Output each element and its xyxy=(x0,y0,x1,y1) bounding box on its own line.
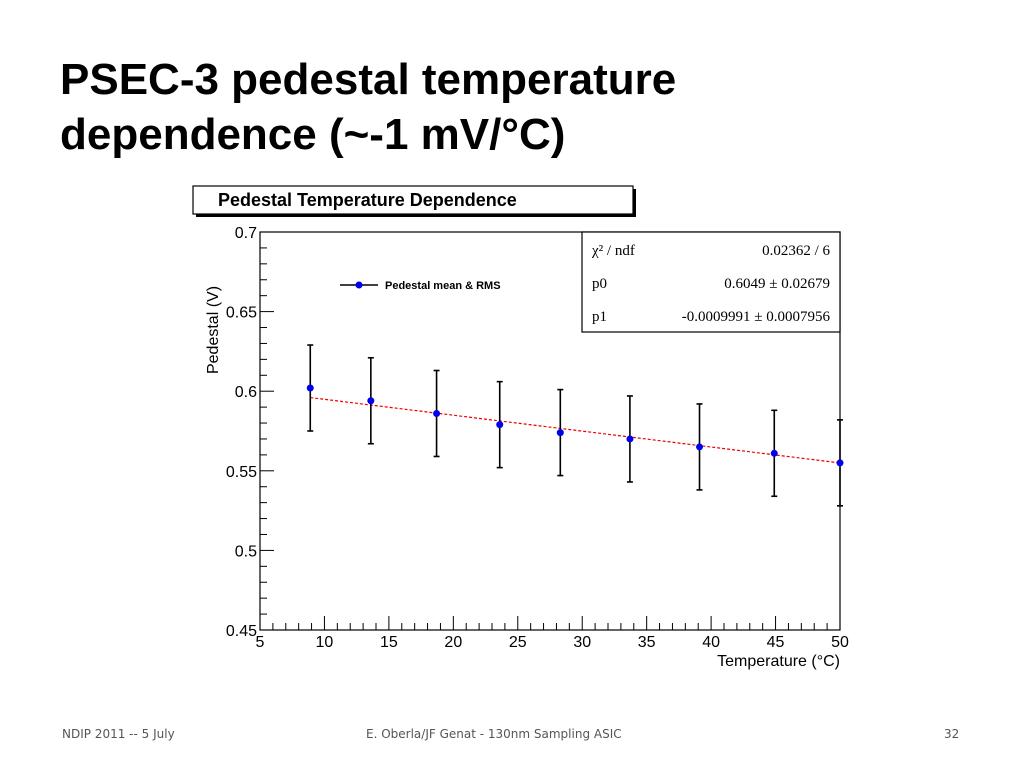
stats-box: χ² / ndf 0.02362 / 6 p0 0.6049 ± 0.02679… xyxy=(581,231,841,333)
legend-marker xyxy=(355,281,363,289)
stats-chi2-value: 0.02362 / 6 xyxy=(762,243,830,259)
x-tick-label: 25 xyxy=(509,634,527,651)
data-point xyxy=(433,409,441,417)
x-tick-label: 45 xyxy=(767,634,785,651)
y-tick-label: 0.7 xyxy=(235,225,257,242)
stats-p1-label: p1 xyxy=(592,309,607,325)
legend: Pedestal mean & RMS xyxy=(340,280,501,292)
data-points-group xyxy=(306,344,844,507)
x-axis: 5 10 15 20 25 30 35 40 45 50 xyxy=(256,616,849,651)
data-point xyxy=(770,449,778,457)
x-tick-label: 30 xyxy=(573,634,591,651)
y-tick-label: 0.6 xyxy=(235,384,257,401)
x-axis-label: Temperature (°C) xyxy=(717,653,840,670)
y-tick-label: 0.5 xyxy=(235,543,257,560)
slide-title-line1: PSEC-3 pedestal temperature xyxy=(60,55,677,104)
data-point xyxy=(556,429,564,437)
data-point xyxy=(367,397,375,405)
footer-center: E. Oberla/JF Genat - 130nm Sampling ASIC xyxy=(366,727,622,741)
x-tick-label: 35 xyxy=(638,634,656,651)
footer-left: NDIP 2011 -- 5 July xyxy=(62,727,175,741)
stats-p1-value: -0.0009991 ± 0.0007956 xyxy=(682,309,831,325)
chart-title: Pedestal Temperature Dependence xyxy=(218,190,517,210)
stats-chi2-label: χ² / ndf xyxy=(591,243,635,259)
x-tick-label: 10 xyxy=(316,634,334,651)
fit-line xyxy=(310,396,841,464)
data-point xyxy=(696,443,704,451)
y-axis-label: Pedestal (V) xyxy=(205,286,222,374)
x-tick-label: 15 xyxy=(380,634,398,651)
y-tick-label: 0.65 xyxy=(226,305,257,322)
x-tick-label: 50 xyxy=(831,634,849,651)
data-point xyxy=(626,435,634,443)
legend-label: Pedestal mean & RMS xyxy=(385,280,501,292)
y-axis: 0.45 0.5 0.55 0.6 0.65 0.7 xyxy=(226,225,274,640)
stats-p0-label: p0 xyxy=(592,276,607,292)
data-point xyxy=(836,459,844,467)
y-tick-label: 0.55 xyxy=(226,464,257,481)
y-tick-label: 0.45 xyxy=(226,623,257,640)
stats-box-frame xyxy=(581,231,841,333)
slide-title: PSEC-3 pedestal temperature dependence (… xyxy=(60,52,960,162)
footer-page-number: 32 xyxy=(944,727,960,741)
slide-title-line2: dependence (~-1 mV/°C) xyxy=(60,110,566,159)
fit-line-group xyxy=(310,396,841,464)
stats-p0-value: 0.6049 ± 0.02679 xyxy=(724,276,830,292)
x-tick-label: 5 xyxy=(256,634,265,651)
x-tick-label: 20 xyxy=(444,634,462,651)
chart-title-box xyxy=(192,185,634,215)
data-point xyxy=(306,384,314,392)
x-tick-label: 40 xyxy=(702,634,720,651)
data-point xyxy=(496,421,504,429)
